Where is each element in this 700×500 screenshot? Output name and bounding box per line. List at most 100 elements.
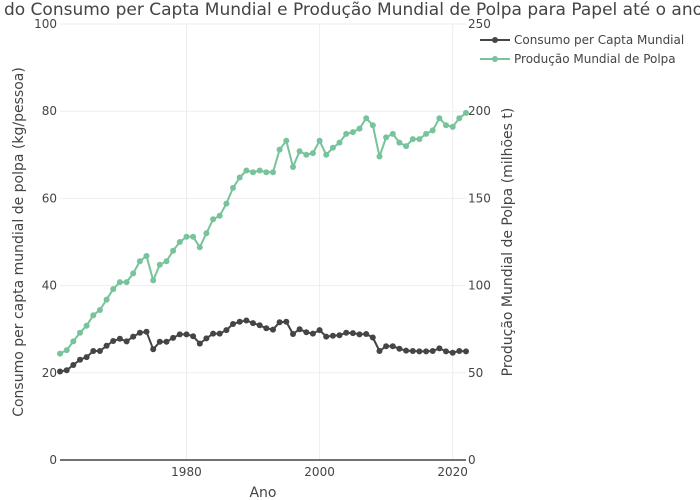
data-point (223, 327, 230, 334)
data-point (443, 122, 449, 129)
data-point (130, 333, 137, 340)
data-point (383, 134, 390, 141)
data-point (90, 348, 97, 354)
data-point (396, 139, 403, 146)
y-tick-label-left: 80 (42, 104, 57, 118)
data-point (363, 331, 370, 337)
y-tick-label-left: 60 (42, 191, 57, 205)
y-axis-title-right: Produção Mundial de Polpa (milhões t) (500, 108, 516, 377)
data-point (230, 321, 236, 327)
data-point (230, 184, 236, 191)
series-line-0 (59, 319, 467, 373)
data-point (57, 368, 63, 375)
data-point (170, 334, 177, 341)
data-point (77, 329, 83, 336)
data-point (103, 296, 110, 303)
data-point (303, 329, 310, 336)
data-point (456, 348, 463, 354)
data-point (323, 333, 330, 340)
data-point (163, 338, 170, 345)
data-point (77, 356, 83, 363)
data-point (123, 338, 130, 345)
data-point (203, 230, 210, 237)
data-point (309, 150, 316, 157)
data-point (63, 367, 70, 374)
data-point (143, 328, 150, 335)
data-point (210, 330, 217, 337)
data-point (396, 345, 403, 352)
data-point (190, 233, 197, 240)
y-tick-label-right: 150 (468, 191, 491, 205)
data-point (236, 318, 243, 325)
data-point (123, 279, 130, 286)
data-point (283, 318, 290, 325)
data-point (150, 346, 157, 353)
data-point (336, 332, 343, 339)
data-point (349, 129, 356, 136)
data-point (116, 335, 123, 342)
data-point (96, 307, 103, 313)
data-point (63, 347, 70, 354)
x-tick-label: 2000 (304, 465, 335, 479)
data-point (443, 348, 449, 355)
data-point (276, 319, 283, 326)
data-point (429, 348, 436, 354)
legend-swatch-marker (492, 56, 498, 62)
data-point (336, 139, 343, 146)
data-point (83, 322, 90, 329)
data-point (316, 327, 323, 334)
data-point (196, 340, 203, 347)
data-point (116, 279, 123, 286)
data-point (349, 330, 356, 337)
data-point (110, 286, 117, 293)
data-point (369, 122, 376, 129)
data-point (323, 151, 330, 158)
data-point (356, 331, 363, 338)
data-point (409, 136, 416, 143)
data-point (309, 330, 316, 337)
series-points (57, 109, 469, 375)
data-point (156, 261, 163, 268)
data-point (296, 148, 303, 155)
data-point (436, 345, 443, 352)
y-tick-label-left: 20 (42, 366, 57, 380)
data-point (290, 331, 296, 337)
data-point (150, 277, 157, 284)
data-point (90, 312, 97, 319)
data-point (290, 164, 296, 170)
data-point (163, 258, 170, 265)
data-point (96, 348, 103, 354)
data-point (403, 143, 410, 150)
legend-label: Consumo per Capta Mundial (514, 33, 684, 47)
data-point (283, 137, 290, 144)
data-point (376, 348, 383, 354)
data-point (190, 333, 197, 340)
data-point (356, 125, 363, 132)
data-point (363, 115, 370, 122)
data-point (403, 347, 410, 354)
y-tick-label-left: 40 (42, 279, 57, 293)
data-point (316, 137, 323, 144)
data-point (243, 317, 250, 324)
legend: Consumo per Capta Mundial Produção Mundia… (480, 33, 684, 66)
data-point (176, 239, 183, 245)
y-tick-label-right: 50 (468, 366, 483, 380)
data-point (216, 330, 223, 337)
data-point (449, 123, 456, 130)
data-point (369, 334, 376, 341)
data-point (389, 130, 396, 137)
series-lines (59, 112, 467, 373)
data-point (389, 343, 396, 350)
data-point (423, 130, 430, 137)
data-point (263, 169, 270, 176)
data-point (256, 167, 263, 174)
data-point (343, 130, 350, 137)
grid (60, 23, 466, 460)
data-point (463, 109, 469, 116)
y-tick-label-right: 100 (468, 279, 491, 293)
y-tick-label-left: 0 (49, 453, 57, 467)
data-point (216, 212, 223, 219)
data-point (416, 348, 423, 355)
